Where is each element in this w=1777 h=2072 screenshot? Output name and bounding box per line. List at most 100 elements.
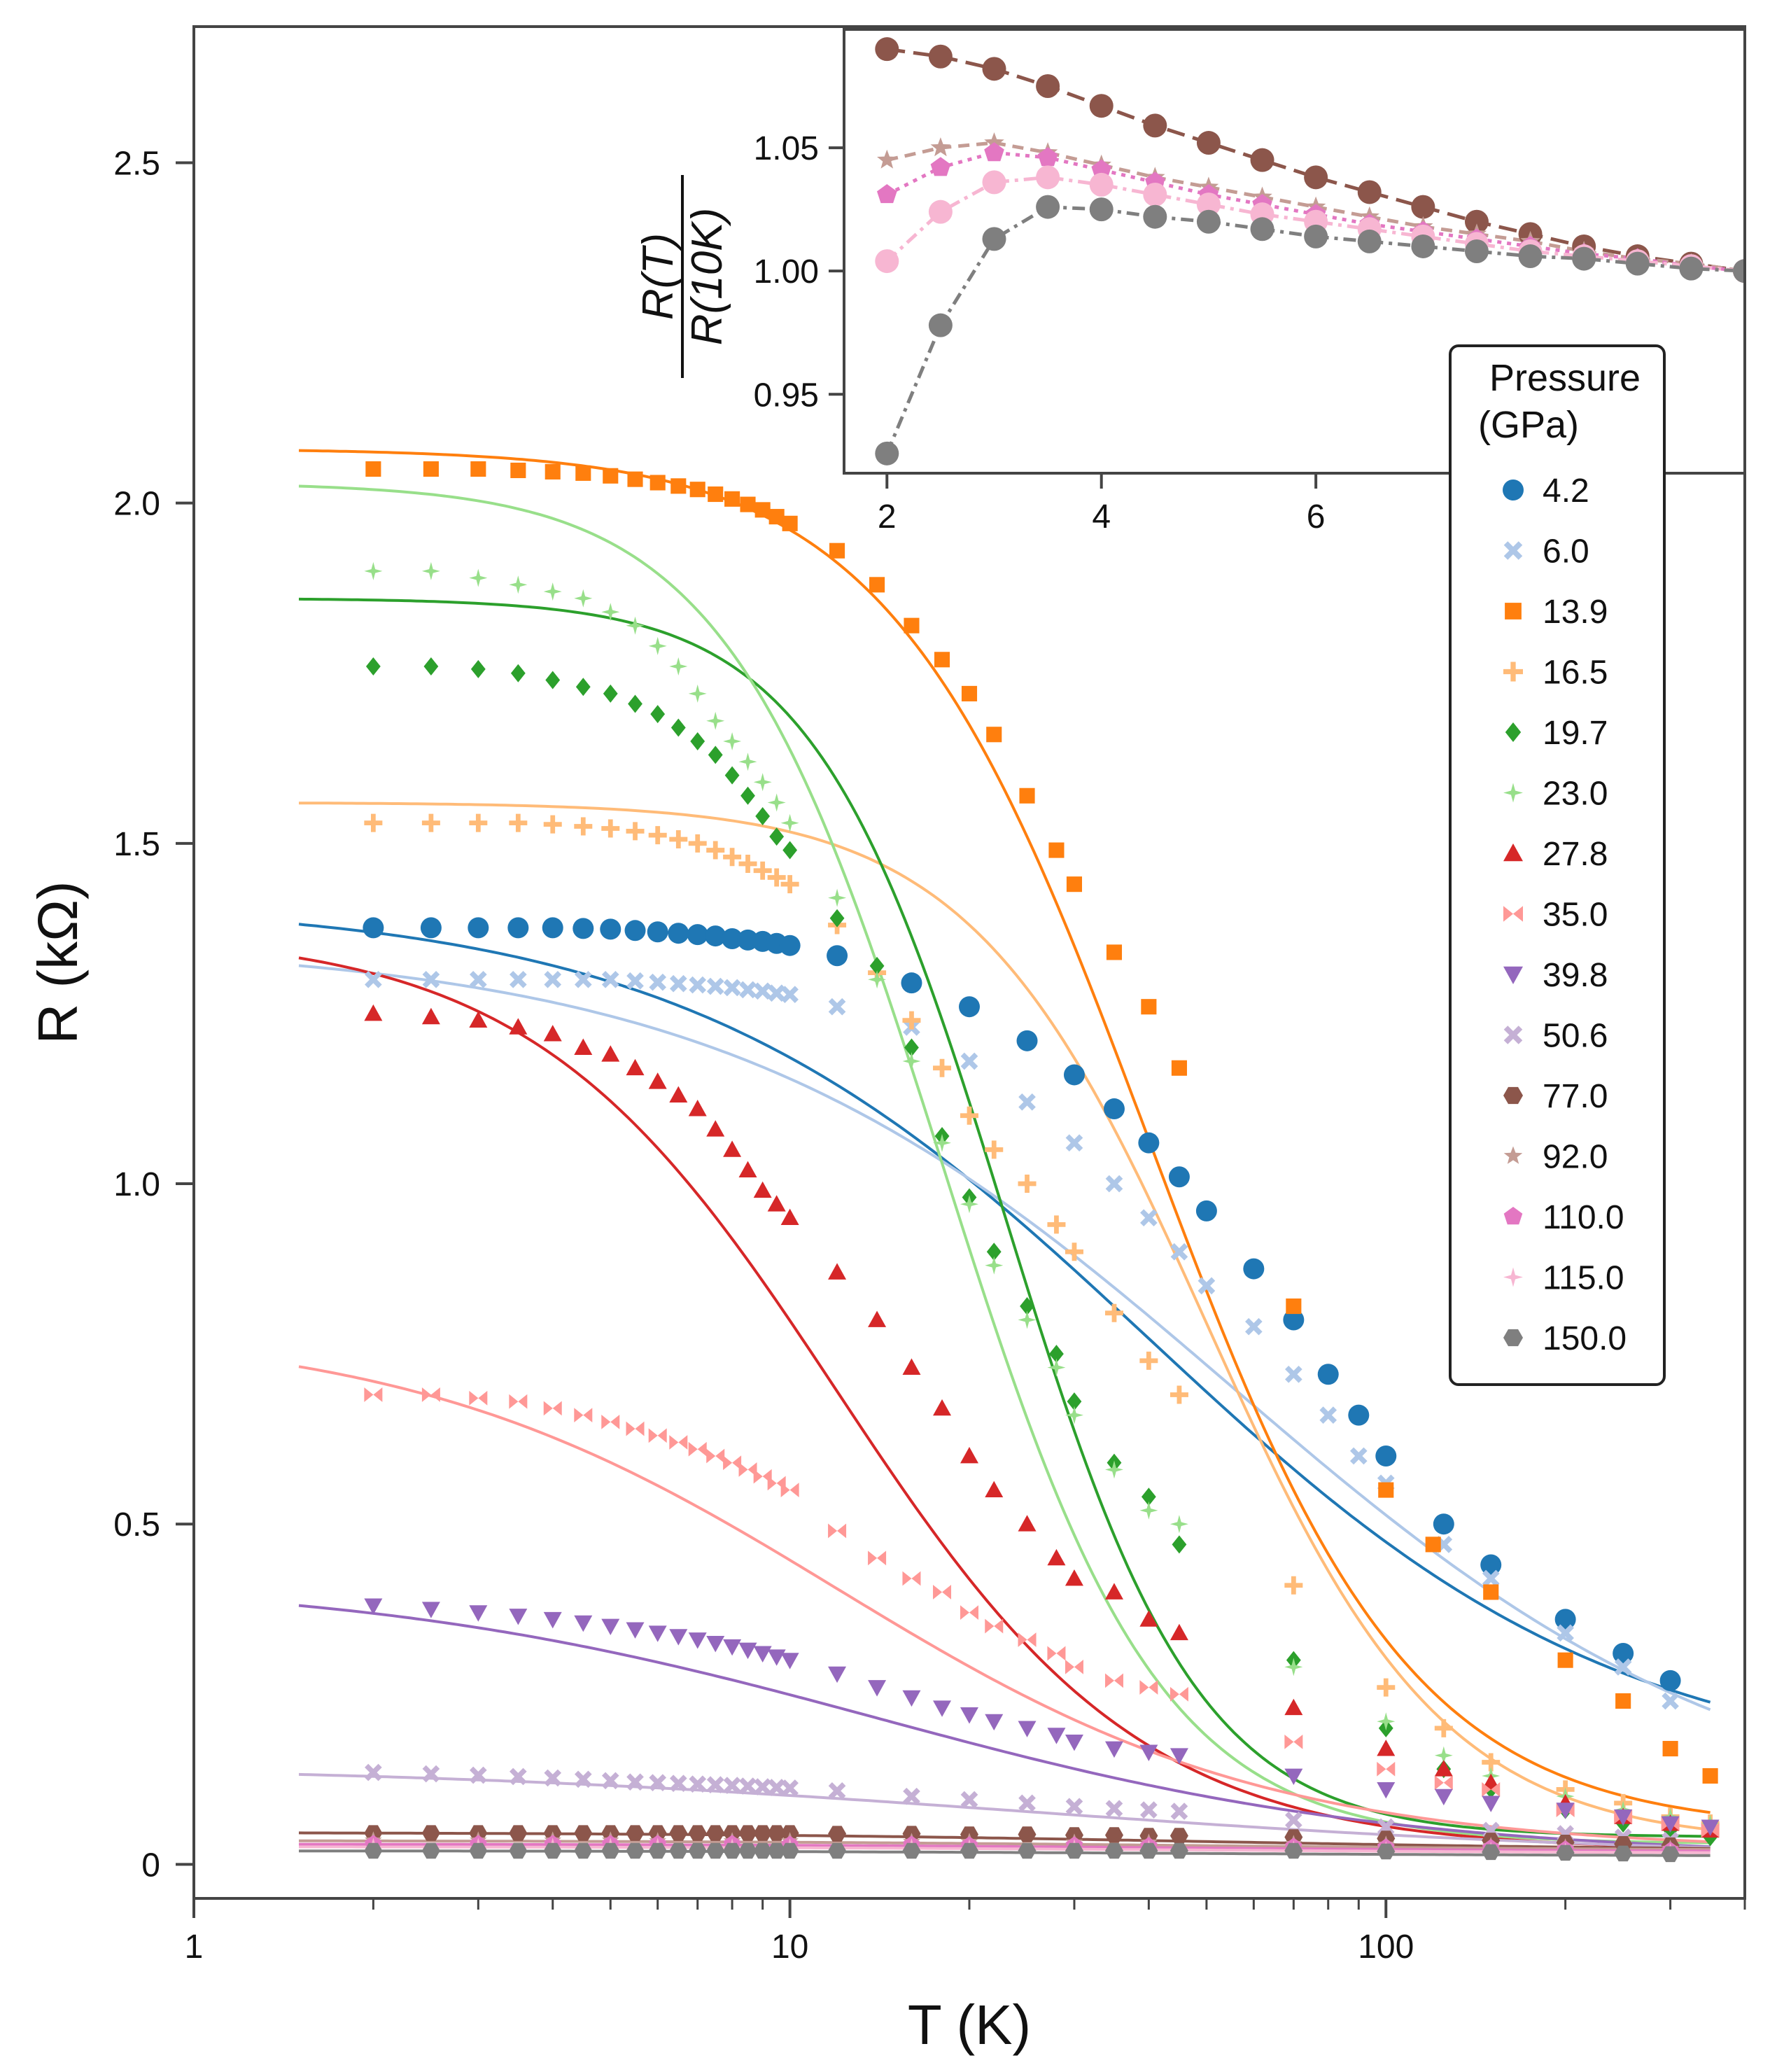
data-point — [648, 1072, 667, 1089]
legend-label: 115.0 — [1543, 1260, 1624, 1297]
data-point — [603, 684, 618, 703]
data-point — [469, 568, 488, 587]
data-point — [1105, 1842, 1123, 1859]
data-point — [753, 1825, 772, 1841]
inset-data-point — [877, 149, 897, 169]
fit-line-27.8 — [298, 956, 1711, 1849]
data-point — [1615, 1693, 1631, 1709]
data-point — [829, 542, 845, 559]
legend-marker — [1503, 783, 1523, 803]
inset-data-point — [1464, 209, 1489, 234]
data-point — [706, 977, 724, 995]
legend-entry: 35.0 — [1503, 897, 1608, 934]
data-point — [828, 1263, 847, 1280]
data-point — [670, 718, 686, 737]
data-point — [364, 813, 383, 832]
data-point — [740, 496, 756, 512]
legend-label: 92.0 — [1543, 1139, 1608, 1176]
y-tick-label: 2.5 — [113, 145, 160, 182]
inset-data-point — [984, 142, 1004, 162]
inset-data-point — [1250, 217, 1274, 241]
data-point — [601, 603, 620, 622]
y-axis-title: R (kΩ) — [27, 881, 89, 1044]
inset-data-point — [930, 137, 951, 157]
data-point — [669, 1825, 688, 1841]
data-point — [1433, 1513, 1454, 1535]
data-point — [1065, 1134, 1083, 1152]
data-point — [1662, 1692, 1679, 1710]
data-point — [1377, 1782, 1396, 1799]
inset-line-115.0 — [885, 175, 1745, 273]
data-point — [648, 636, 667, 655]
data-point — [544, 970, 562, 988]
data-point — [738, 1161, 757, 1177]
data-point — [1065, 1798, 1083, 1816]
inset-line-150.0 — [885, 205, 1745, 454]
inset-axes: 2 4 6 0.95 1.00 1.05 — [754, 130, 1326, 536]
data-point — [509, 1609, 528, 1625]
legend-marker — [1503, 966, 1523, 984]
data-point — [365, 970, 382, 988]
data-point — [1377, 1712, 1396, 1731]
series-150.0 — [364, 1842, 1680, 1863]
data-point — [689, 1775, 707, 1793]
data-point — [1197, 1277, 1216, 1295]
data-point — [1284, 1658, 1303, 1676]
data-point — [365, 461, 381, 477]
data-point — [670, 478, 687, 494]
inset-data-point — [1036, 74, 1060, 99]
data-point — [509, 575, 528, 594]
data-point — [986, 727, 1002, 743]
data-point — [780, 1483, 799, 1497]
data-point — [1018, 1794, 1036, 1812]
data-point — [1047, 1215, 1066, 1234]
data-point — [754, 502, 771, 518]
data-point — [1139, 1744, 1158, 1761]
data-point — [1662, 1741, 1678, 1757]
data-point — [1284, 1576, 1303, 1595]
data-point — [545, 463, 561, 479]
legend-entry: 23.0 — [1503, 776, 1608, 813]
legend-marker — [1503, 1207, 1523, 1225]
data-point — [688, 1825, 707, 1841]
data-point — [933, 1058, 952, 1077]
data-point — [708, 746, 723, 764]
data-point — [828, 997, 846, 1016]
data-point — [1172, 1535, 1187, 1554]
data-point — [901, 972, 922, 994]
data-point — [828, 1826, 847, 1842]
data-point — [669, 1629, 688, 1646]
data-point — [768, 509, 785, 525]
data-point — [829, 909, 845, 927]
data-point — [649, 475, 666, 491]
data-point — [780, 813, 799, 832]
legend-title-line1: Pressure — [1489, 357, 1641, 399]
data-point — [603, 468, 619, 484]
data-point — [1556, 1802, 1575, 1817]
data-point — [959, 996, 980, 1018]
legend-label: 110.0 — [1543, 1199, 1624, 1236]
data-point — [1701, 1823, 1720, 1838]
y-tick-label: 0 — [141, 1847, 160, 1884]
data-point — [669, 830, 688, 848]
inset-data-point — [1196, 209, 1221, 234]
data-point — [767, 1195, 786, 1212]
legend-entry: 4.2 — [1503, 472, 1589, 510]
data-point — [1170, 1802, 1188, 1820]
legend-marker — [1503, 1026, 1523, 1044]
data-point — [421, 1842, 440, 1859]
data-point — [869, 577, 885, 593]
inset-data-point — [1250, 148, 1274, 172]
data-point — [753, 1469, 772, 1484]
data-point — [647, 921, 668, 943]
data-point — [669, 1086, 688, 1103]
legend-marker — [1505, 603, 1522, 620]
data-point — [780, 1842, 799, 1859]
legend-label: 50.6 — [1543, 1018, 1608, 1055]
data-point — [1482, 1844, 1501, 1861]
data-point — [1105, 1175, 1123, 1193]
data-point — [509, 1394, 528, 1409]
data-point — [687, 924, 708, 946]
inset-data-point — [1464, 239, 1489, 263]
data-point — [1139, 1842, 1158, 1859]
